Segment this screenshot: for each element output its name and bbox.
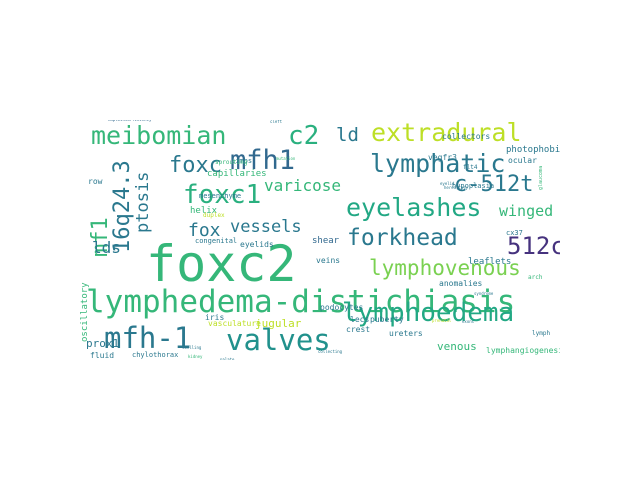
word: photophobia bbox=[506, 145, 560, 155]
word: mfh1 bbox=[230, 145, 296, 176]
word: foxc2 bbox=[146, 235, 297, 293]
word: vasculature bbox=[208, 319, 261, 328]
word: kidney bbox=[188, 354, 203, 359]
word: prenatal bbox=[432, 318, 452, 323]
word: anomalies bbox=[439, 279, 483, 288]
word: vessels bbox=[230, 217, 302, 237]
word: collecting bbox=[318, 349, 343, 354]
word: helix bbox=[190, 206, 218, 216]
word: lymph bbox=[532, 330, 551, 337]
word: collectors bbox=[442, 132, 491, 141]
word: row bbox=[88, 177, 103, 186]
word: meibomian bbox=[91, 121, 227, 150]
word: lymphedema-distichiasis bbox=[86, 284, 516, 320]
word: eyelids bbox=[240, 240, 274, 249]
word: varicose bbox=[264, 176, 342, 195]
word: arch bbox=[528, 274, 543, 281]
word: haploinsufficiency bbox=[108, 120, 151, 122]
word: duplex bbox=[203, 212, 225, 219]
word: crest bbox=[346, 325, 371, 334]
word: winged bbox=[499, 202, 554, 220]
word: venous bbox=[437, 340, 477, 353]
word: iris bbox=[205, 313, 225, 322]
word: ptosis bbox=[133, 171, 153, 233]
word: fluid bbox=[90, 351, 115, 360]
word: lymphangiogenesis bbox=[486, 346, 560, 355]
word: ureters bbox=[389, 329, 423, 338]
word: ld bbox=[336, 124, 359, 146]
word: mfh-1 bbox=[104, 321, 192, 355]
word: syndrome bbox=[474, 291, 494, 296]
word: swelling bbox=[182, 345, 202, 350]
word: palate bbox=[220, 357, 235, 361]
word: oscillatory bbox=[80, 282, 90, 342]
word: capillaries bbox=[207, 169, 267, 179]
word: veins bbox=[316, 256, 341, 265]
word: extradural bbox=[371, 120, 522, 147]
word: c2 bbox=[288, 121, 320, 151]
word: hypoplasia bbox=[452, 182, 495, 190]
word: fox bbox=[188, 220, 221, 241]
word: prox1 bbox=[86, 337, 120, 350]
word: podocytes bbox=[320, 303, 364, 312]
word: glaucoma bbox=[538, 165, 544, 190]
word: foxc1 bbox=[183, 180, 262, 210]
word: ocular bbox=[508, 156, 537, 165]
word: foxc bbox=[169, 153, 222, 178]
word: limbs bbox=[231, 157, 253, 165]
word: forkhead bbox=[347, 225, 458, 251]
word: mutation bbox=[276, 156, 296, 161]
word: lds bbox=[92, 238, 121, 257]
word: 512c bbox=[507, 232, 560, 260]
word: sprouting bbox=[215, 159, 248, 166]
word-cloud: foxc2 lymphedema-distichiasis valves mfh… bbox=[80, 120, 560, 360]
word: shear bbox=[312, 236, 340, 246]
word: congenital bbox=[195, 237, 238, 245]
word: puberty bbox=[370, 315, 404, 324]
word: flt4 bbox=[463, 164, 478, 171]
word: lymphoedema bbox=[342, 298, 515, 328]
word: leaflets bbox=[468, 257, 512, 267]
word: exons bbox=[462, 319, 475, 324]
word: valves bbox=[226, 323, 331, 357]
word: lymphovenous bbox=[369, 256, 521, 280]
word: cx37 bbox=[506, 229, 523, 237]
word: eyelashes bbox=[346, 193, 482, 222]
word: mesenchyme bbox=[199, 192, 242, 200]
word: eyelid bbox=[440, 181, 455, 186]
word: cleft bbox=[270, 120, 283, 124]
word: vegfr3 bbox=[428, 153, 457, 162]
word: hereditary bbox=[444, 185, 469, 190]
word: c-512t bbox=[454, 172, 534, 197]
word: lymphatic bbox=[370, 149, 506, 178]
word: lecs bbox=[350, 315, 370, 324]
word: jugular bbox=[255, 317, 302, 330]
word: chylothorax bbox=[132, 351, 179, 359]
